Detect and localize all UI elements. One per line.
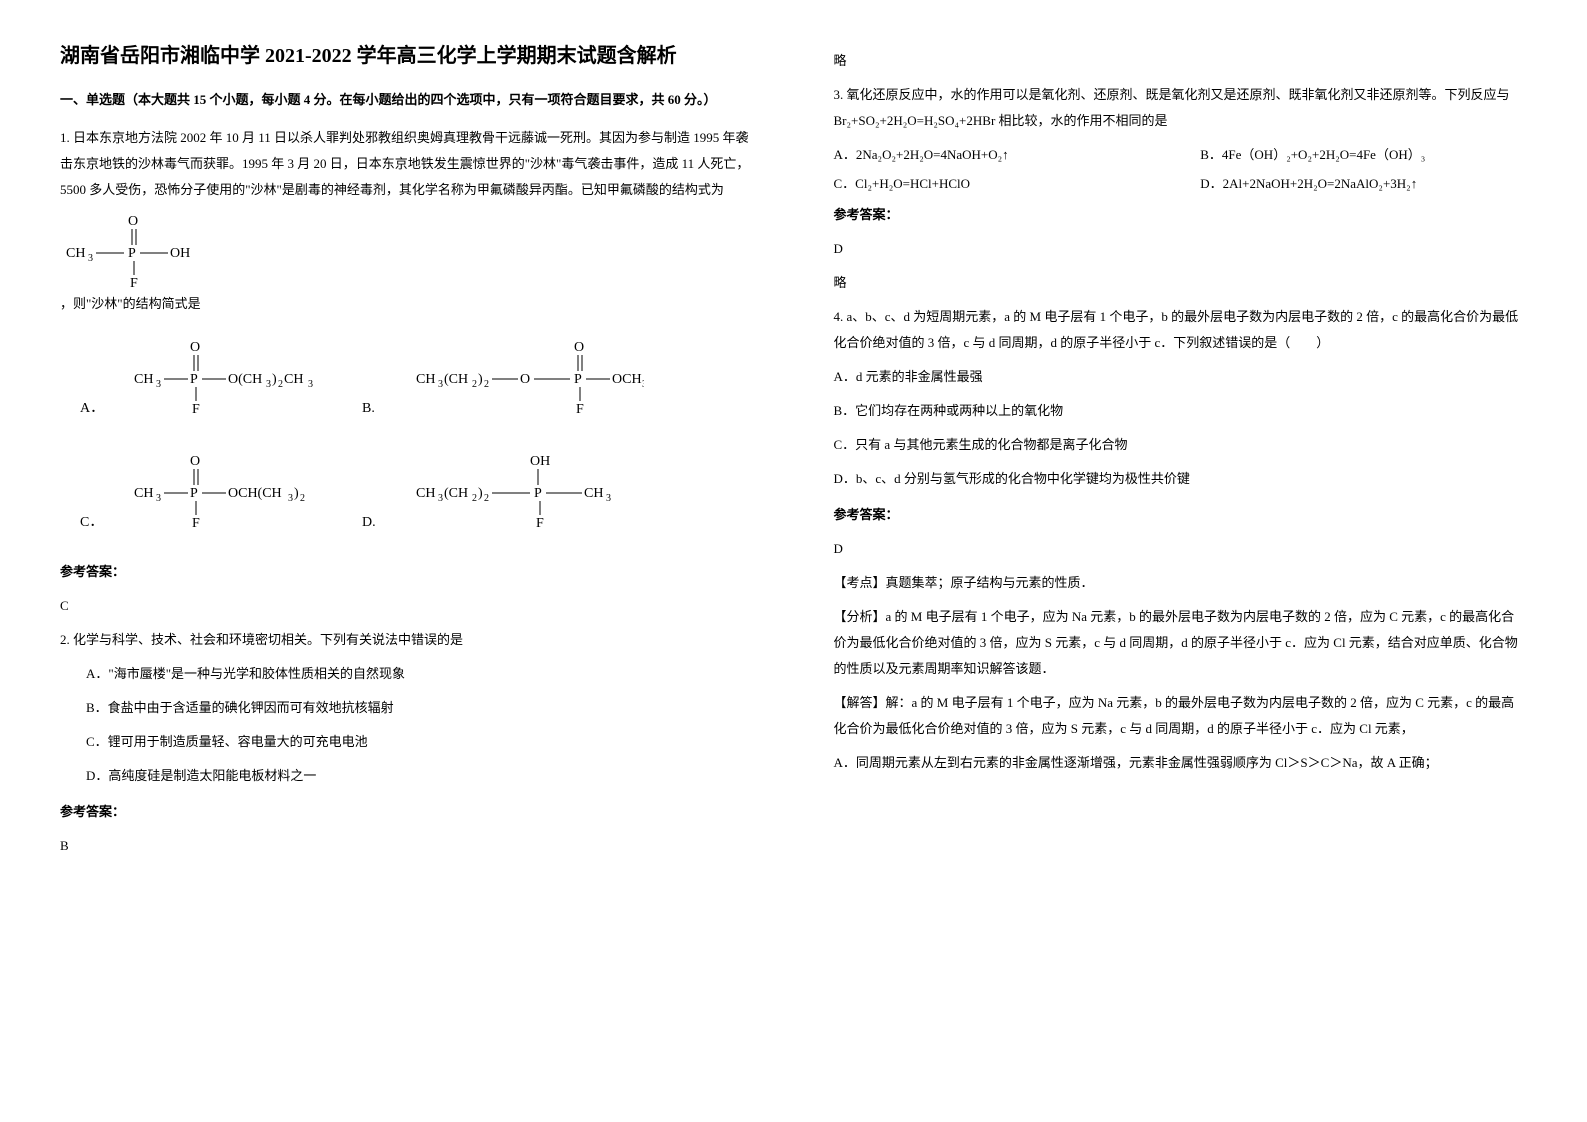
svg-text:O: O [520,372,530,387]
svg-text:P: P [574,372,582,387]
page: 湖南省岳阳市湘临中学 2021-2022 学年高三化学上学期期末试题含解析 一、… [60,40,1527,867]
section-1-heading: 一、单选题（本大题共 15 个小题，每小题 4 分。在每小题给出的四个选项中，只… [60,88,754,113]
svg-text:2: 2 [300,493,305,504]
q3-stem: 3. 氧化还原反应中，水的作用可以是氧化剂、还原剂、既是氧化剂又是还原剂、既非氧… [834,82,1528,134]
q1-optA-structure: O CH3 P O(CH3)2CH3 F [132,337,332,417]
svg-text:3: 3 [308,379,313,390]
svg-text:F: F [192,402,200,417]
q4-B: B．它们均存在两种或两种以上的氧化物 [834,398,1528,424]
q1-row-cd: C． O CH3 P OCH(CH3)2 F D. OH CH3 (CH2)2 … [80,445,754,537]
q1-known-structure: O CH3 P OH F [60,211,200,289]
q1-row-ab: A． O CH3 P O(CH3)2CH3 F B. O CH3 (CH2)2 … [80,331,754,423]
svg-text:O: O [574,340,584,355]
q1-optC-structure: O CH3 P OCH(CH3)2 F [132,451,332,531]
svg-text:O(CH: O(CH [228,372,262,387]
svg-text:3: 3 [606,493,611,504]
svg-text:3: 3 [438,379,443,390]
q3-row-cd: C．Cl₂+H₂O=HCl+HClO D．2Al+2NaOH+2H₂O=2NaA… [834,173,1528,192]
q3-D: D．2Al+2NaOH+2H₂O=2NaAlO₂+3H₂↑ [1200,173,1527,192]
svg-text:2: 2 [484,493,489,504]
svg-text:F: F [192,516,200,531]
svg-text:OCH(CH: OCH(CH [228,486,282,501]
q3-omit: 略 [834,270,1528,296]
svg-text:2: 2 [472,379,477,390]
svg-text:P: P [128,246,136,261]
q1-stem: 1. 日本东京地方法院 2002 年 10 月 11 日以杀人罪判处邪教组织奥姆… [60,125,754,203]
svg-text:3: 3 [88,253,93,264]
svg-text:OH: OH [530,454,550,469]
q4-C: C．只有 a 与其他元素生成的化合物都是离子化合物 [834,432,1528,458]
svg-text:): ) [478,486,483,501]
q4-answer: D [834,536,1528,562]
q2-answer: B [60,833,754,859]
svg-text:3: 3 [266,379,271,390]
left-column: 湖南省岳阳市湘临中学 2021-2022 学年高三化学上学期期末试题含解析 一、… [60,40,754,867]
svg-text:OH: OH [170,246,190,261]
q2-A: A．"海市蜃楼"是一种与光学和胶体性质相关的自然现象 [86,661,754,687]
q1-answer: C [60,593,754,619]
q1-optD-structure: OH CH3 (CH2)2 P CH3 F [414,451,624,531]
q2-omit: 略 [834,48,1528,74]
q2-C: C．锂可用于制造质量轻、容电量大的可充电电池 [86,729,754,755]
svg-text:O: O [190,454,200,469]
svg-text:CH: CH [416,486,435,501]
page-title: 湖南省岳阳市湘临中学 2021-2022 学年高三化学上学期期末试题含解析 [60,40,754,72]
svg-text:): ) [272,372,277,387]
q3-row-ab: A．2Na₂O₂+2H₂O=4NaOH+O₂↑ B．4Fe（OH）₂+O₂+2H… [834,144,1528,163]
q2-stem: 2. 化学与科学、技术、社会和环境密切相关。下列有关说法中错误的是 [60,627,754,653]
q3-answer: D [834,236,1528,262]
q1-optC-label: C． [80,511,102,537]
q4-jieda-A: A．同周期元素从左到右元素的非金属性逐渐增强，元素非金属性强弱顺序为 Cl＞S＞… [834,750,1528,776]
svg-text:P: P [534,486,542,501]
svg-text:): ) [478,372,483,387]
right-column: 略 3. 氧化还原反应中，水的作用可以是氧化剂、还原剂、既是氧化剂又是还原剂、既… [834,40,1528,867]
svg-text:F: F [536,516,544,531]
svg-text:P: P [190,486,198,501]
svg-text:3: 3 [156,379,161,390]
svg-text:CH: CH [284,372,303,387]
svg-text:2: 2 [278,379,283,390]
svg-text:CH: CH [584,486,603,501]
q4-A: A．d 元素的非金属性最强 [834,364,1528,390]
q1-answer-label: 参考答案： [60,559,754,585]
svg-text:OCH: OCH [612,372,642,387]
svg-text:F: F [576,402,584,417]
svg-text:3: 3 [156,493,161,504]
svg-text:3: 3 [438,493,443,504]
svg-text:P: P [190,372,198,387]
svg-text:O: O [190,340,200,355]
q4-kaodian: 【考点】真题集萃；原子结构与元素的性质． [834,570,1528,596]
q2-answer-label: 参考答案： [60,799,754,825]
q4-fenxi: 【分析】a 的 M 电子层有 1 个电子，应为 Na 元素，b 的最外层电子数为… [834,604,1528,682]
svg-text:O: O [128,214,138,229]
svg-text:F: F [130,276,138,289]
q2-D: D．高纯度硅是制造太阳能电板材料之一 [86,763,754,789]
q4-stem: 4. a、b、c、d 为短周期元素，a 的 M 电子层有 1 个电子，b 的最外… [834,304,1528,356]
q3-A: A．2Na₂O₂+2H₂O=4NaOH+O₂↑ [834,144,1161,163]
q1-optA-label: A． [80,397,102,423]
q3-C: C．Cl₂+H₂O=HCl+HClO [834,173,1161,192]
svg-text:CH: CH [416,372,435,387]
q4-answer-label: 参考答案： [834,502,1528,528]
q2-B: B．食盐中由于含适量的碘化钾因而可有效地抗核辐射 [86,695,754,721]
svg-text:CH: CH [134,372,153,387]
q4-jieda: 【解答】解：a 的 M 电子层有 1 个电子，应为 Na 元素，b 的最外层电子… [834,690,1528,742]
q3-answer-label: 参考答案： [834,202,1528,228]
svg-text:2: 2 [484,379,489,390]
svg-text:(CH: (CH [444,372,468,387]
q1-optD-label: D. [362,515,384,537]
q1-optB-structure: O CH3 (CH2)2 O P OCH3 F [414,337,644,417]
svg-text:CH: CH [134,486,153,501]
svg-text:3: 3 [288,493,293,504]
svg-text:2: 2 [472,493,477,504]
svg-text:): ) [294,486,299,501]
q1-optB-label: B. [362,401,384,423]
q4-D: D．b、c、d 分别与氢气形成的化合物中化学键均为极性共价键 [834,466,1528,492]
svg-text:3: 3 [642,379,644,390]
svg-text:(CH: (CH [444,486,468,501]
svg-text:CH: CH [66,246,85,261]
q3-B: B．4Fe（OH）₂+O₂+2H₂O=4Fe（OH）₃ [1200,144,1527,163]
q1-tail: ，则"沙林"的结构简式是 [60,291,754,317]
